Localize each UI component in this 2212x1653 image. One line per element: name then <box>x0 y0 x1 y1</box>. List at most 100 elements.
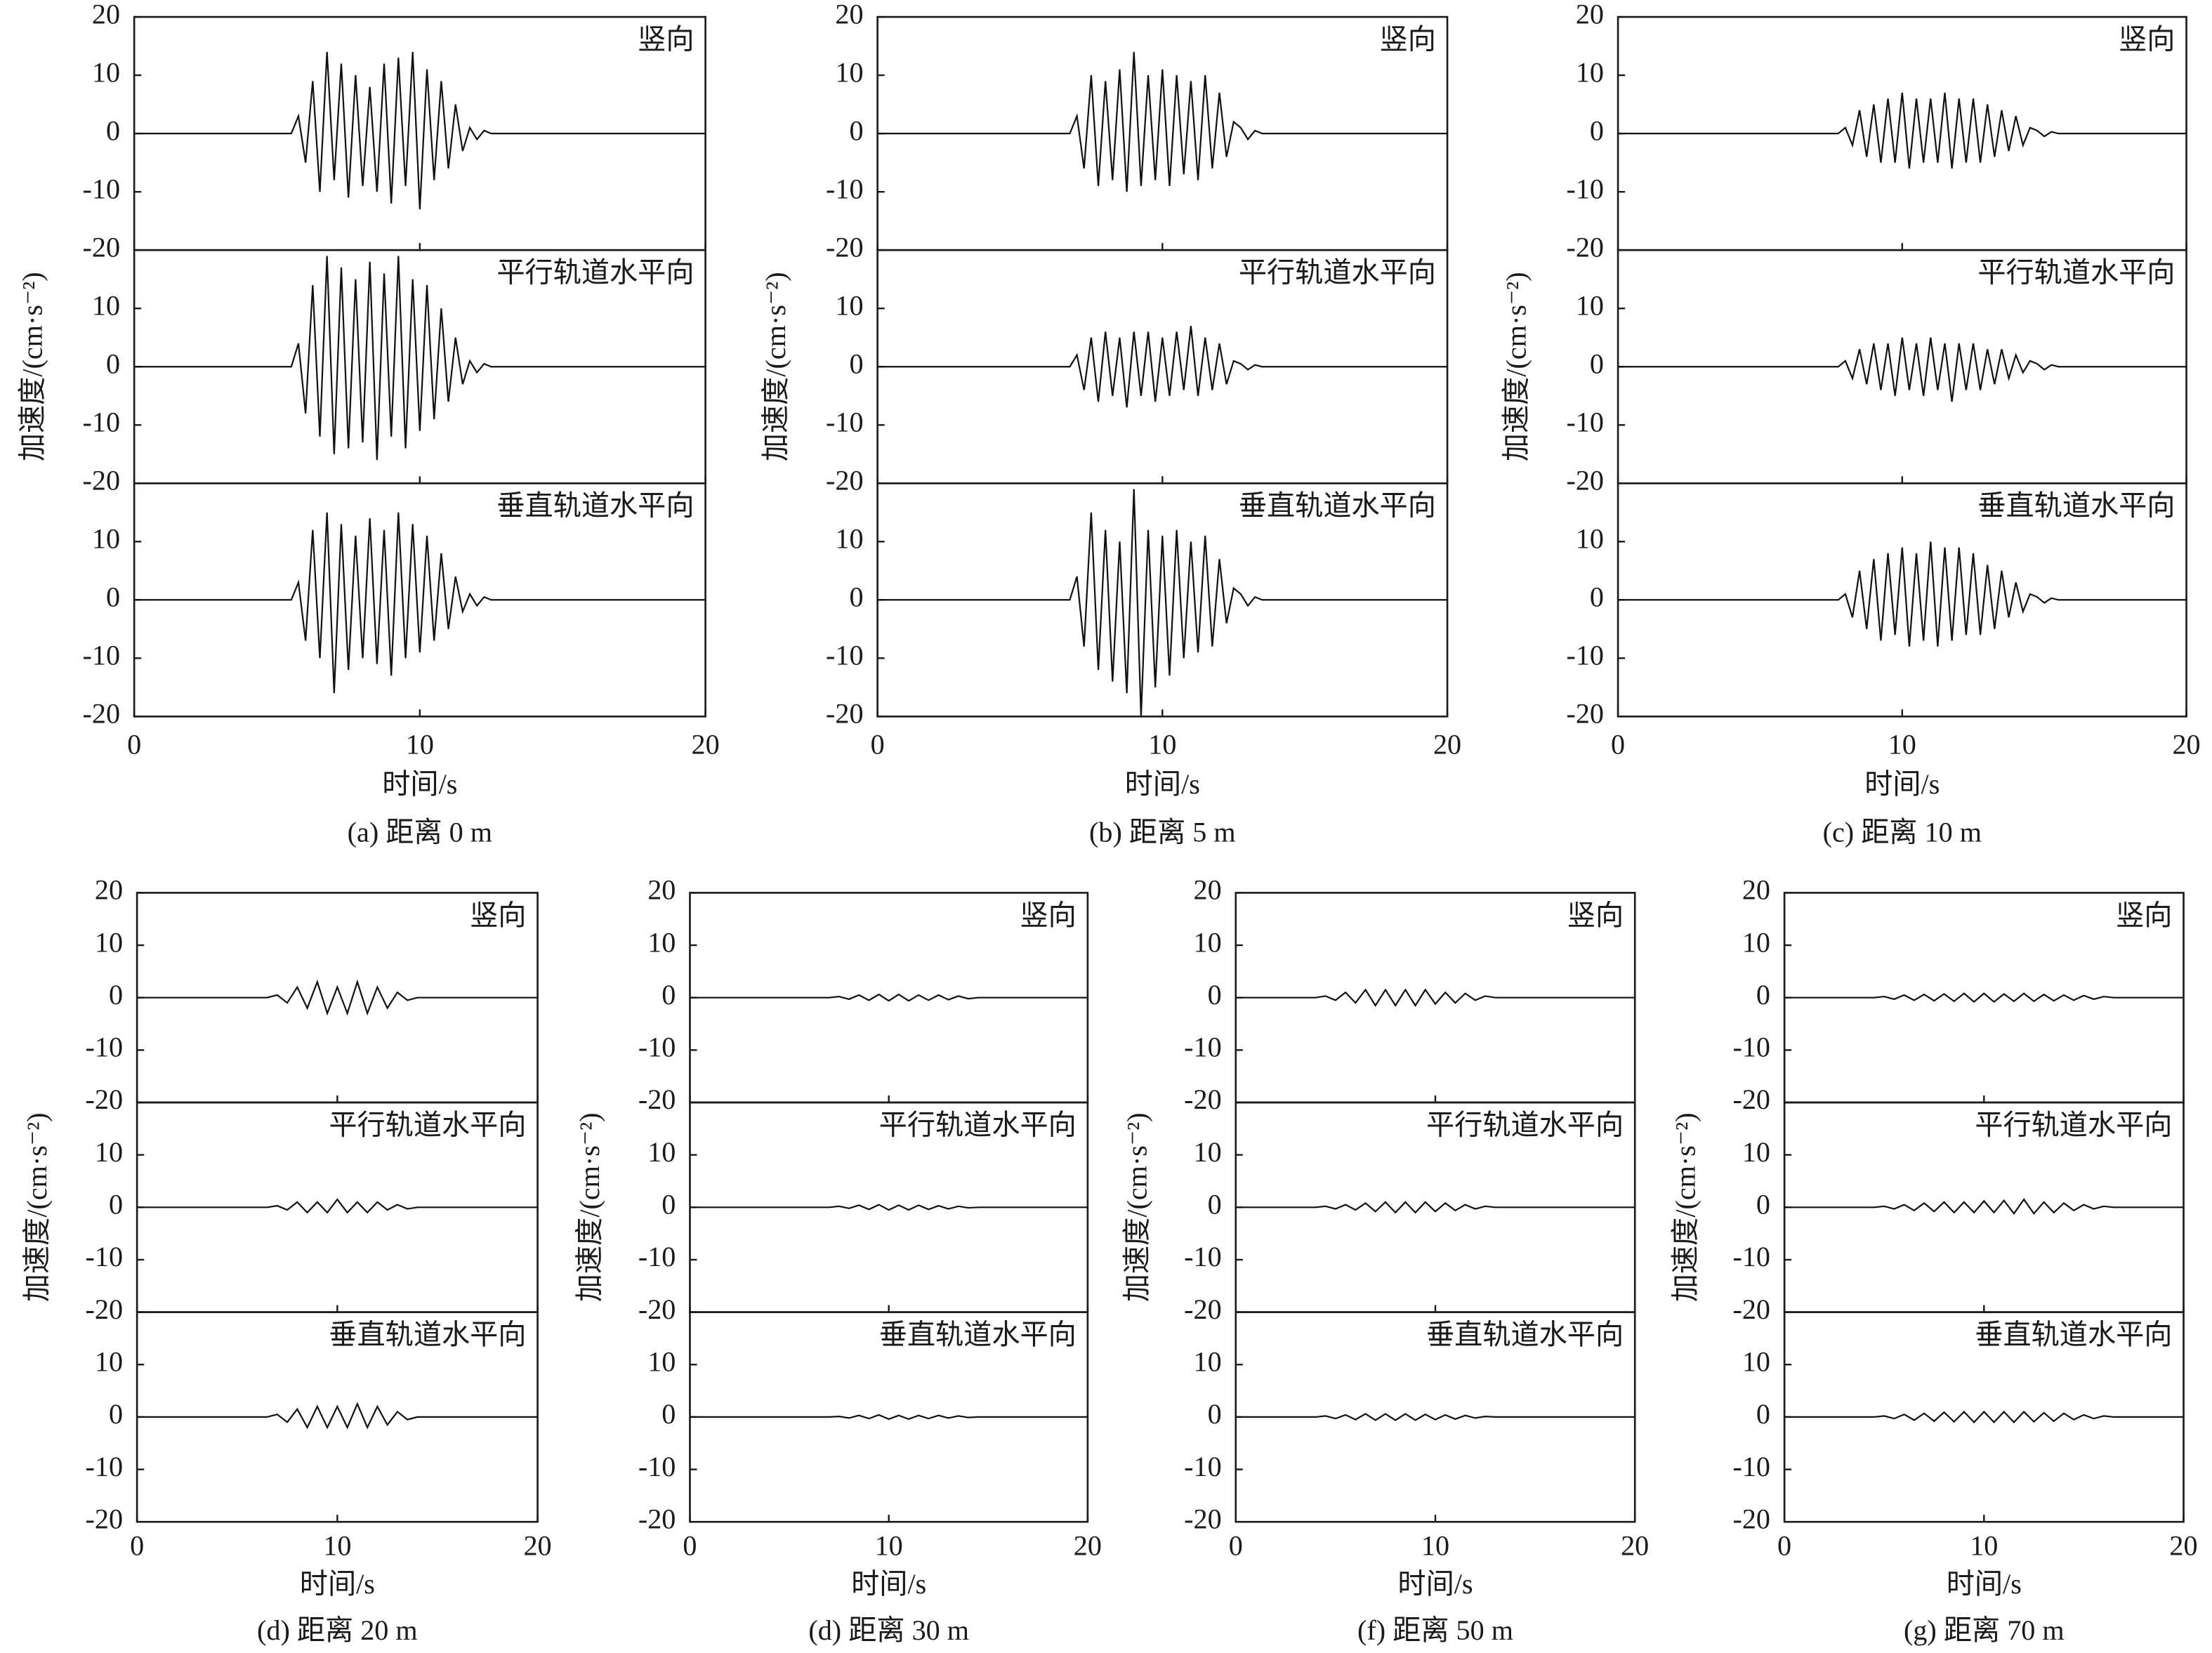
series-label: 垂直轨道水平向 <box>329 1319 526 1350</box>
panel-title: (c) 距离 10 m <box>1823 816 1982 848</box>
y-tick-label: -20 <box>86 1293 124 1325</box>
y-tick-label: 10 <box>835 289 863 321</box>
waveform <box>137 1198 538 1214</box>
y-tick-label: 10 <box>835 56 863 88</box>
y-tick-label: 20 <box>1742 874 1770 906</box>
x-axis-label: 时间/s <box>1397 1568 1473 1600</box>
y-tick-label: -10 <box>1184 1451 1222 1482</box>
y-tick-label: -20 <box>86 1503 124 1534</box>
waveform <box>134 512 706 694</box>
y-tick-label: 0 <box>109 1398 123 1430</box>
panel-title: (d) 距离 20 m <box>257 1614 418 1646</box>
y-tick-label: -10 <box>1566 406 1604 437</box>
panel-title: (a) 距离 0 m <box>348 816 492 848</box>
series-label: 竖向 <box>2119 23 2175 55</box>
series-label: 平行轨道水平向 <box>496 257 694 289</box>
y-tick-label: -10 <box>826 640 864 671</box>
waveform <box>877 489 1448 717</box>
panel: -20 -10 0 10 20 竖向 -20 -10 0 10 平行轨道水平向 -20 -10 0 10 垂直… <box>1121 874 1649 1646</box>
panel-title: (b) 距离 5 m <box>1089 816 1236 848</box>
x-tick-label: 10 <box>875 1530 903 1562</box>
y-tick-label: 0 <box>109 979 123 1010</box>
y-tick-label: 10 <box>95 926 123 958</box>
y-tick-label: 0 <box>1208 1398 1222 1430</box>
y-tick-label: 20 <box>1194 874 1222 906</box>
y-tick-label: -10 <box>826 173 864 204</box>
y-tick-label: 20 <box>835 0 863 29</box>
waveform <box>690 1204 1088 1211</box>
waveform <box>134 51 706 210</box>
x-tick-label: 20 <box>1074 1530 1102 1562</box>
y-tick-label: 0 <box>106 348 120 379</box>
panel: -20 -10 0 10 20 竖向 -20 -10 0 10 平行轨道水平向 -20 -10 0 10 垂直… <box>574 874 1102 1646</box>
y-tick-label: 0 <box>106 114 120 146</box>
y-tick-label: -20 <box>83 464 121 496</box>
y-tick-label: 0 <box>1208 1189 1222 1220</box>
y-tick-label: -20 <box>83 231 121 263</box>
x-axis-label: 时间/s <box>382 768 457 800</box>
waveform <box>690 1414 1088 1421</box>
panel: -20 -10 0 10 20 竖向 -20 -10 0 10 平行轨道水平向 -20 -10 0 10 垂直… <box>760 0 1461 848</box>
x-axis-label: 时间/s <box>300 1568 375 1600</box>
y-tick-label: 10 <box>835 522 863 554</box>
y-tick-label: 0 <box>1756 1189 1770 1220</box>
series-label: 竖向 <box>1020 900 1076 931</box>
y-tick-label: -20 <box>638 1084 676 1115</box>
y-tick-label: 10 <box>1742 926 1770 958</box>
y-tick-label: 0 <box>1590 348 1604 379</box>
waveform <box>1784 1410 2184 1423</box>
y-tick-label: 0 <box>849 581 863 613</box>
x-tick-label: 10 <box>1148 729 1176 760</box>
y-tick-label: 0 <box>1590 114 1604 146</box>
y-tick-label: -10 <box>83 640 121 671</box>
x-axis-label: 时间/s <box>851 1568 926 1600</box>
y-tick-label: -20 <box>1184 1503 1222 1534</box>
waveform <box>1235 988 1635 1007</box>
y-tick-label: -10 <box>1732 1241 1770 1272</box>
x-axis-label: 时间/s <box>1864 768 1940 800</box>
y-tick-label: 10 <box>1576 522 1604 554</box>
x-tick-label: 20 <box>2169 1530 2197 1562</box>
y-tick-label: -20 <box>1732 1503 1770 1534</box>
x-axis-label: 时间/s <box>1947 1568 2022 1600</box>
waveform <box>1784 1198 2184 1216</box>
y-axis-label: 加速度/(cm·s⁻²) <box>574 1112 605 1302</box>
panel-title: (f) 距离 50 m <box>1357 1614 1513 1646</box>
y-tick-label: -20 <box>1566 698 1604 730</box>
waveform <box>877 325 1448 408</box>
y-tick-label: 10 <box>647 926 676 958</box>
y-tick-label: 10 <box>92 56 120 88</box>
waveform <box>877 51 1448 192</box>
x-axis-label: 时间/s <box>1125 768 1200 800</box>
y-tick-label: -10 <box>83 173 121 204</box>
y-tick-label: 0 <box>661 1398 676 1430</box>
x-tick-label: 0 <box>871 729 885 760</box>
y-tick-label: -20 <box>826 231 864 263</box>
y-tick-label: 0 <box>106 581 120 613</box>
series-label: 竖向 <box>638 23 694 55</box>
y-axis-label: 加速度/(cm·s⁻²) <box>1501 272 1532 461</box>
y-tick-label: 10 <box>1576 289 1604 321</box>
y-tick-label: -20 <box>1566 464 1604 496</box>
y-tick-label: -20 <box>638 1503 676 1534</box>
y-tick-label: 10 <box>95 1345 123 1377</box>
y-tick-label: -10 <box>1566 173 1604 204</box>
x-tick-label: 10 <box>1421 1530 1449 1562</box>
y-tick-label: 10 <box>1742 1345 1770 1377</box>
waveform <box>1235 1201 1635 1214</box>
series-label: 竖向 <box>1380 23 1436 55</box>
series-label: 平行轨道水平向 <box>1239 257 1436 289</box>
y-tick-label: 10 <box>92 289 120 321</box>
x-tick-label: 0 <box>127 729 141 760</box>
y-tick-label: -10 <box>83 406 121 437</box>
x-tick-label: 10 <box>406 729 434 760</box>
series-label: 竖向 <box>470 900 526 931</box>
y-tick-label: 10 <box>95 1136 123 1168</box>
y-tick-label: 0 <box>661 1189 676 1220</box>
y-tick-label: 0 <box>109 1189 123 1220</box>
x-tick-label: 10 <box>1970 1530 1998 1562</box>
x-tick-label: 20 <box>523 1530 551 1562</box>
y-tick-label: -20 <box>1732 1293 1770 1325</box>
series-label: 垂直轨道水平向 <box>879 1319 1077 1350</box>
y-tick-label: -10 <box>638 1241 676 1272</box>
